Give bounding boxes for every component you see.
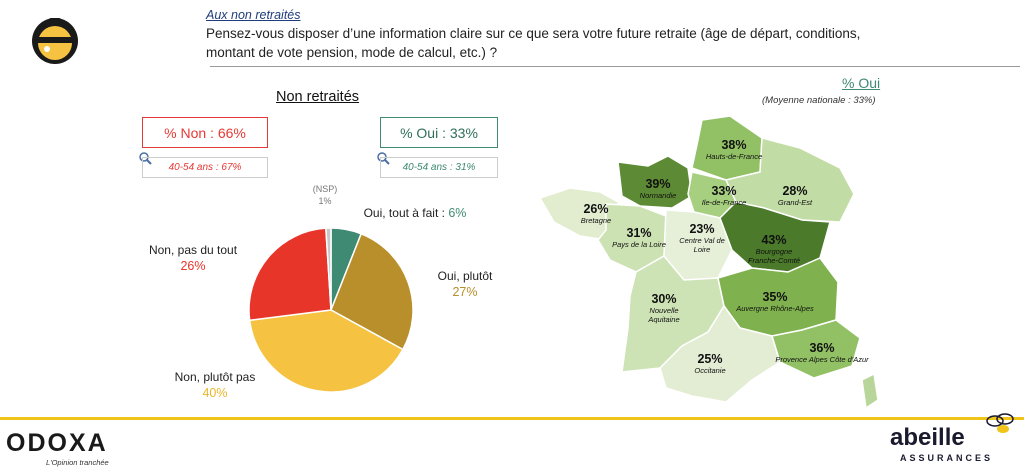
region-value: 33% — [711, 184, 737, 198]
odoxa-bee-logo — [32, 18, 78, 64]
pie-label-oui-plutot-text: Oui, plutôt — [437, 269, 493, 283]
pie-slice-non-pas-du-tout — [248, 227, 332, 322]
region-shape-corse — [861, 372, 879, 410]
abeille-logo: abeille — [890, 424, 965, 451]
region-paca: 36% Provence Alpes Côte d'Azur — [770, 341, 874, 364]
region-name: Grand-Est — [777, 198, 813, 207]
region-bretagne: 26% Bretagne — [566, 202, 626, 225]
region-value: 36% — [809, 341, 835, 355]
region-name: Provence Alpes Côte d'Azur — [775, 355, 869, 364]
region-value: 23% — [689, 222, 715, 236]
pie-slice-nsp — [325, 227, 332, 311]
sub-non-box: 40-54 ans : 67% — [142, 157, 268, 178]
region-name: Nouvelle Aquitaine — [648, 306, 680, 324]
region-value: 31% — [626, 226, 652, 240]
region-value: 38% — [721, 138, 747, 152]
region-grand-est: 28% Grand-Est — [765, 184, 825, 207]
france-regions-map — [540, 115, 879, 410]
pie-label-oui-tout-text: Oui, tout à fait : — [363, 206, 449, 220]
region-occitanie: 25% Occitanie — [680, 352, 740, 375]
pie-label-oui-tout: Oui, tout à fait : 6% — [340, 205, 490, 221]
region-name: Bourgogne Franche-Comté — [747, 247, 801, 265]
region-name: Normandie — [639, 191, 677, 200]
region-hauts-de-france: 38% Hauts-de-France — [703, 138, 765, 161]
pie-label-non-plutot: Non, plutôt pas 40% — [150, 369, 280, 401]
region-shape-paca — [771, 319, 861, 379]
pie-label-nsp: (NSP) 1% — [300, 183, 350, 207]
region-name: Occitanie — [694, 366, 726, 375]
sub-oui-box: 40-54 ans : 31% — [380, 157, 498, 178]
odoxa-tagline: L'Opinion tranchée — [46, 458, 109, 467]
question-subtitle: Aux non retraités — [206, 8, 301, 22]
region-name: Auvergne Rhône-Alpes — [736, 304, 814, 313]
odoxa-logo: ODOXA — [6, 429, 108, 457]
region-pays-de-la-loire: 31% Pays de la Loire — [606, 226, 672, 249]
region-value: 25% — [697, 352, 723, 366]
region-value: 35% — [762, 290, 788, 304]
region-auvergne-rhone-alpes: 35% Auvergne Rhône-Alpes — [733, 290, 817, 313]
region-value: 39% — [645, 177, 671, 191]
pie-label-non-tout-value: 26% — [180, 259, 206, 273]
region-value: 28% — [782, 184, 808, 198]
summary-oui-box: % Oui : 33% — [380, 117, 498, 148]
pie-label-non-tout-text: Non, pas du tout — [148, 243, 238, 257]
abeille-subtitle: ASSURANCES — [900, 453, 994, 463]
footer-divider — [0, 417, 1024, 420]
pie-label-oui-plutot: Oui, plutôt 27% — [425, 268, 505, 300]
question-text: Pensez-vous disposer d’une information c… — [206, 26, 861, 60]
pie-label-oui-tout-value: 6% — [448, 206, 467, 220]
region-normandie: 39% Normandie — [628, 177, 688, 200]
region-name: Bretagne — [580, 216, 612, 225]
region-ile-de-france: 33% Ile-de-France — [694, 184, 754, 207]
bee-icon — [986, 413, 1014, 433]
pie-label-non-plutot-text: Non, plutôt pas — [174, 370, 256, 384]
summary-non-box: % Non : 66% — [142, 117, 268, 148]
pie-slice-non-plut-t-pas — [248, 309, 404, 393]
region-value: 43% — [761, 233, 787, 247]
region-value: 30% — [651, 292, 677, 306]
region-name: Pays de la Loire — [612, 240, 666, 249]
header-divider — [210, 66, 1020, 67]
region-name: Centre Val de Loire — [679, 236, 725, 254]
pie-label-nsp-value: 1% — [318, 196, 332, 206]
pie-label-oui-plutot-value: 27% — [452, 285, 478, 299]
region-bourgogne-franche-comte: 43% Bourgogne Franche-Comté — [742, 233, 806, 265]
region-name: Hauts-de-France — [705, 152, 763, 161]
pie-label-non-plutot-value: 40% — [202, 386, 228, 400]
region-value: 26% — [583, 202, 609, 216]
pie-chart — [248, 227, 414, 393]
pie-label-nsp-text: (NSP) — [312, 184, 338, 194]
region-name: Ile-de-France — [701, 198, 747, 207]
map-national-average: (Moyenne nationale : 33%) — [762, 95, 876, 106]
pie-label-non-tout: Non, pas du tout 26% — [128, 242, 258, 274]
region-centre-val-de-loire: 23% Centre Val de Loire — [672, 222, 732, 254]
pie-title: Non retraités — [276, 89, 360, 105]
question-block: Aux non retraités Pensez-vous disposer d… — [206, 8, 906, 62]
region-nouvelle-aquitaine: 30% Nouvelle Aquitaine — [634, 292, 694, 324]
map-title: % Oui — [842, 75, 881, 91]
